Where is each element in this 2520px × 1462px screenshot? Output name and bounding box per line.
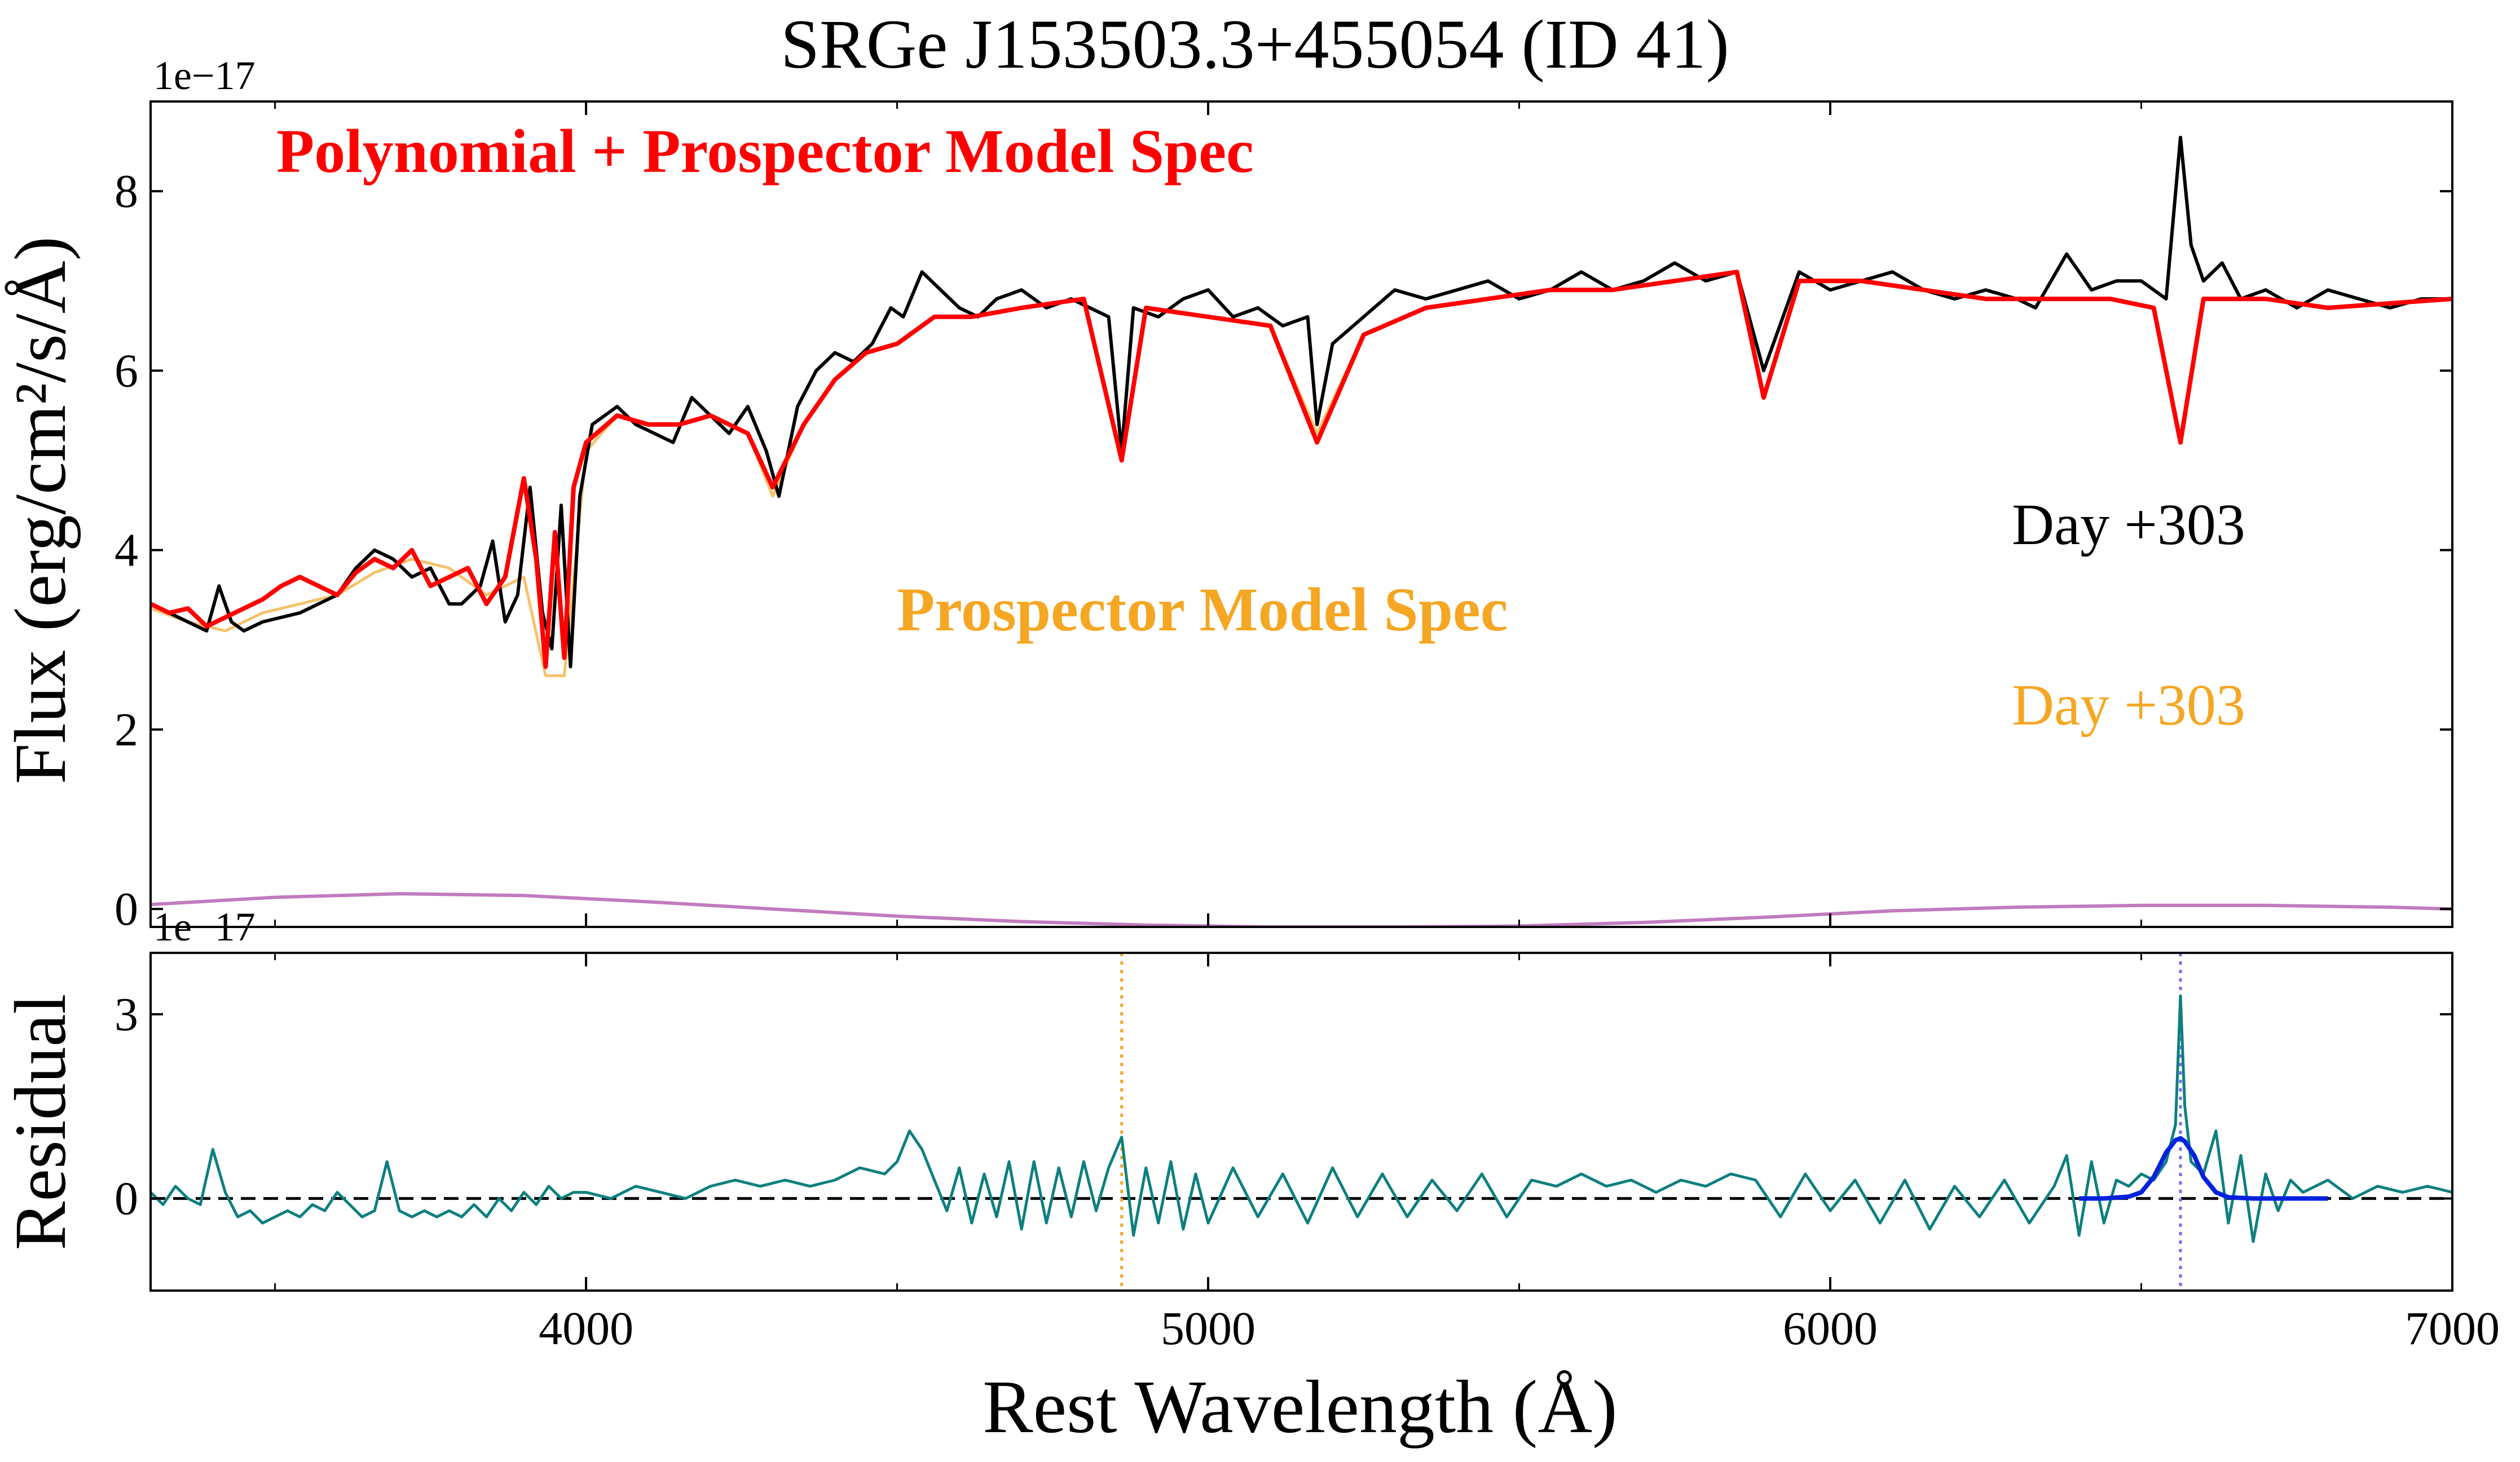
- top-ytick-label: 2: [114, 704, 138, 756]
- residual-line: [151, 994, 2452, 1243]
- bottom-xtick-label: 6000: [1783, 1302, 1878, 1355]
- bottom-xtick-label: 4000: [539, 1302, 633, 1355]
- top-ytick-label: 0: [114, 883, 138, 935]
- bottom-panel: 03 4000 5000 6000 7000 1e−17 Residual Rest …: [0, 904, 2500, 1448]
- bottom-x-ticks: 4000 5000 6000 7000: [274, 953, 2500, 1355]
- figure-title: SRGe J153503.3+455054 (ID 41): [781, 6, 1729, 83]
- polynomial-line: [151, 892, 2452, 927]
- top-ytick-label: 4: [114, 524, 138, 577]
- top-y-ticks: 0 2 4 6 8: [114, 165, 2452, 935]
- poly-prospector-legend-label: Polynomial + Prospector Model Spec: [276, 117, 1254, 185]
- bottom-panel-frame: [149, 952, 2453, 1292]
- prospector-legend-label: Prospector Model Spec: [897, 575, 1508, 644]
- top-x-ticks: [274, 101, 2453, 927]
- day-label-orange: Day +303: [2012, 673, 2245, 737]
- halpha-fit-line: [2079, 1136, 2328, 1201]
- bottom-plot-area: [151, 953, 2452, 1291]
- top-offset-text: 1e−17: [153, 53, 255, 98]
- bottom-ytick-label: 0: [114, 1173, 138, 1225]
- top-ytick-label: 8: [114, 165, 138, 218]
- top-panel: 0 2 4 6 8 1e−17 Flux (erg/cm²/s/Å) Polynomia…: [0, 53, 2453, 935]
- bottom-offset-text: 1e−17: [153, 904, 255, 949]
- bottom-ytick-label: 3: [114, 988, 138, 1041]
- top-ytick-label: 6: [114, 344, 138, 397]
- x-axis-label: Rest Wavelength (Å): [983, 1365, 1617, 1448]
- bottom-y-ticks: 03: [114, 988, 2452, 1225]
- poly-prospector-model-line: [151, 270, 2452, 669]
- top-panel-frame: [149, 100, 2453, 928]
- bottom-y-axis-label: Residual: [0, 994, 81, 1251]
- bottom-xtick-label: 5000: [1161, 1302, 1255, 1355]
- top-plot-area: [151, 135, 2452, 927]
- bottom-xtick-label: 7000: [2405, 1302, 2500, 1355]
- day-label-black: Day +303: [2012, 492, 2245, 557]
- top-y-axis-label: Flux (erg/cm²/s/Å): [0, 236, 81, 784]
